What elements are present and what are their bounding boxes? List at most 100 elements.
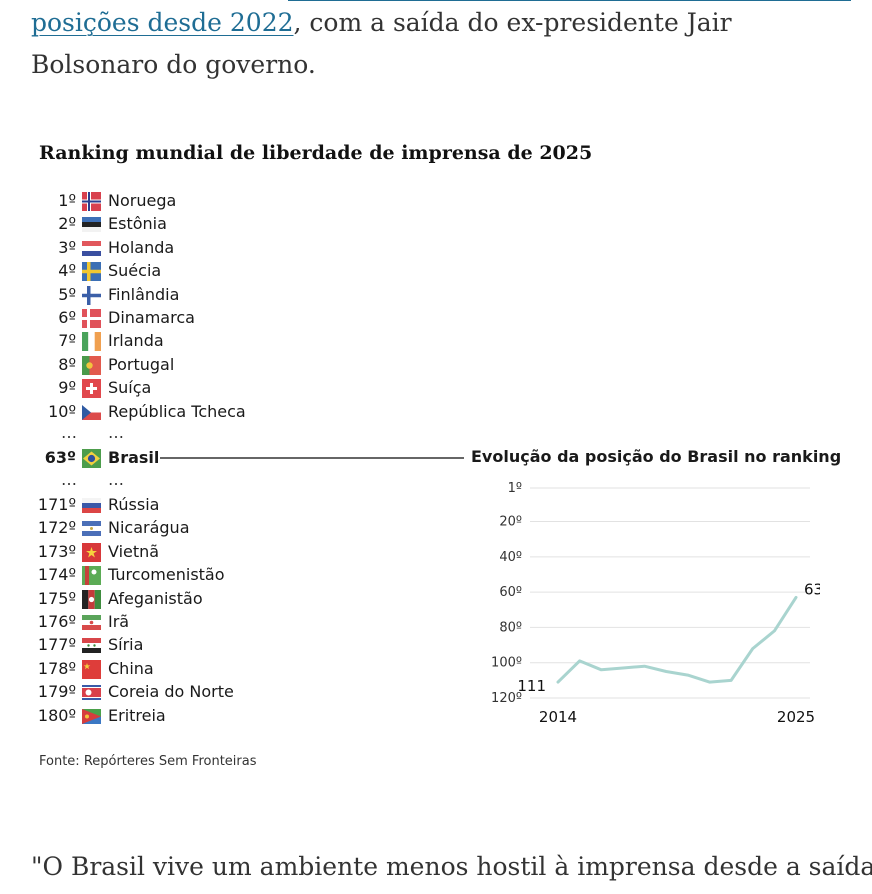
y-tick-label: 60º — [499, 585, 522, 600]
article-text-rest: , com a saída do ex-presidente Jair Bols… — [31, 8, 732, 79]
rank-position: 2º — [58, 214, 76, 234]
connector-line — [160, 457, 464, 459]
ranking-title: Ranking mundial de liberdade de imprensa… — [39, 142, 593, 164]
country-name: Dinamarca — [108, 308, 195, 327]
y-tick-label: 80º — [499, 620, 522, 635]
czech-flag-icon — [82, 404, 101, 420]
rank-position: 5º — [58, 284, 76, 304]
article-link[interactable]: posições desde 2022 — [31, 8, 294, 37]
norway-flag-icon — [82, 192, 101, 211]
switzerland-flag-icon — [82, 379, 101, 399]
ellipsis-lower-name: … — [108, 470, 124, 489]
country-name: Brasil — [108, 448, 160, 467]
line-chart-title: Evolução da posição do Brasil no ranking — [471, 447, 842, 466]
link-underline-rule — [288, 0, 851, 1]
denmark-flag-icon — [82, 309, 101, 328]
ellipsis-upper-rank: … — [61, 423, 77, 442]
country-name: Irlanda — [108, 331, 164, 351]
article-paragraph-top: posições desde 2022, com a saída do ex-p… — [31, 2, 851, 86]
data-point — [794, 596, 798, 599]
data-point — [773, 629, 776, 633]
syria-flag-icon — [82, 638, 101, 654]
rank-position: 6º — [58, 308, 76, 327]
country-name: Nicarágua — [108, 518, 190, 538]
rank-position: 175º — [37, 588, 76, 608]
data-point — [578, 659, 581, 663]
country-name: Vietnã — [108, 541, 160, 561]
eritrea-flag-icon — [82, 708, 101, 724]
netherlands-flag-icon — [82, 240, 101, 256]
rank-position: 179º — [37, 682, 76, 702]
rank-position: 173º — [37, 541, 76, 561]
vietnam-flag-icon — [82, 542, 101, 562]
rank-position: 174º — [37, 565, 76, 585]
rank-position: 176º — [37, 612, 76, 631]
iran-flag-icon — [82, 615, 101, 630]
data-point — [664, 670, 668, 673]
country-name: Noruega — [108, 191, 177, 210]
data-point — [643, 665, 646, 668]
china-flag-icon — [82, 659, 101, 679]
y-tick-label: 1º — [508, 481, 522, 496]
north-korea-flag-icon — [82, 685, 101, 701]
country-name: Turcomenistão — [108, 565, 225, 585]
y-tick-label: 40º — [499, 550, 522, 565]
ellipsis-lower-rank: … — [61, 470, 77, 489]
turkmenistan-flag-icon — [82, 566, 101, 586]
rank-position: 171º — [37, 495, 76, 514]
data-point — [621, 666, 625, 670]
afghanistan-flag-icon — [82, 589, 101, 609]
nicaragua-flag-icon — [82, 521, 101, 537]
country-name: Portugal — [108, 354, 175, 374]
y-tick-label: 100º — [491, 656, 522, 671]
rank-position: 3º — [58, 237, 76, 257]
country-name: Síria — [108, 635, 144, 655]
country-name: Eritreia — [108, 705, 166, 725]
country-name: Coreia do Norte — [108, 682, 234, 702]
country-name: China — [108, 658, 154, 678]
rank-position: 172º — [37, 518, 76, 538]
country-name: Rússia — [108, 495, 160, 514]
data-point — [708, 680, 711, 684]
portugal-flag-icon — [82, 355, 101, 375]
data-point — [729, 679, 733, 682]
data-point — [556, 680, 560, 684]
country-name: Suíça — [108, 378, 152, 398]
rank-position: 180º — [37, 705, 76, 725]
country-name: República Tcheca — [108, 401, 246, 421]
start-value-label: 111 — [517, 677, 546, 695]
rank-position: 63º — [44, 448, 76, 467]
rank-position: 4º — [58, 261, 76, 281]
x-tick-label: 2025 — [777, 708, 815, 726]
country-name: Finlândia — [108, 284, 180, 304]
brazil-flag-icon — [82, 449, 101, 468]
brazil-rank-line — [556, 595, 798, 684]
rank-position: 177º — [37, 635, 76, 655]
finland-flag-icon — [82, 285, 101, 305]
data-point — [686, 673, 690, 677]
rank-position: 178º — [37, 658, 76, 678]
x-tick-label: 2014 — [539, 708, 577, 726]
rank-position: 1º — [58, 191, 76, 210]
country-name: Holanda — [108, 237, 175, 257]
estonia-flag-icon — [82, 217, 101, 233]
data-point — [600, 668, 603, 671]
sweden-flag-icon — [82, 262, 101, 282]
chart-source: Fonte: Repórteres Sem Fronteiras — [39, 754, 257, 769]
russia-flag-icon — [82, 498, 101, 513]
article-paragraph-bottom: "O Brasil vive um ambiente menos hostil … — [31, 852, 872, 881]
rank-position: 7º — [58, 331, 76, 351]
country-name: Estônia — [108, 214, 167, 234]
end-value-label: 63 — [804, 580, 820, 598]
ireland-flag-icon — [82, 332, 101, 352]
ellipsis-upper-name: … — [108, 423, 124, 442]
y-tick-label: 20º — [499, 515, 522, 530]
data-point — [751, 647, 754, 650]
country-name: Afeganistão — [108, 588, 203, 608]
rank-position: 8º — [58, 354, 76, 374]
country-name: Suécia — [108, 261, 162, 281]
rank-position: 10º — [48, 401, 76, 421]
country-name: Irã — [108, 612, 130, 631]
y-tick-label: 120º — [491, 691, 522, 706]
